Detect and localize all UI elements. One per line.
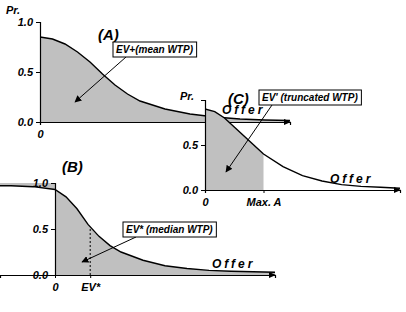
- curve: [40, 37, 290, 121]
- y-tick-mark: [51, 229, 55, 230]
- curve: [205, 109, 400, 188]
- x-tick-mark: [40, 122, 41, 125]
- shaded-area: [40, 37, 290, 122]
- x-axis-line: [41, 123, 291, 126]
- y-tick: 0.5: [33, 223, 55, 235]
- y-tick-mark: [36, 72, 40, 73]
- panel-title: (B): [62, 158, 83, 175]
- axis-arrow: [284, 119, 291, 125]
- annotation-box: [113, 42, 197, 57]
- y-tick-label: 0.5: [183, 139, 199, 151]
- annotation: EV' (truncated WTP): [226, 90, 361, 172]
- x-axis-line: [206, 191, 401, 194]
- x-axis: 0 EV*: [1, 275, 276, 293]
- x-tick-label: 0: [202, 196, 209, 208]
- x-axis: 0 Max. A: [202, 190, 400, 208]
- y-tick-mark: [36, 122, 40, 123]
- annotation: EV+(mean WTP): [75, 42, 197, 102]
- median-line: [90, 229, 91, 275]
- annotation-arrow: [75, 57, 126, 102]
- y-tick-label: 0.5: [33, 223, 49, 235]
- panel-title: (C): [228, 90, 249, 107]
- annotation-box: [123, 222, 216, 237]
- x-tick: 0: [52, 275, 59, 293]
- panel: 0.0 0.5 0 Max. A (C) Pr. Offer EV' (truncated W…: [180, 90, 401, 208]
- y-axis: 0.0 0.5 1.0: [18, 16, 41, 128]
- y-tick: 0.5: [183, 139, 205, 151]
- annotation-box: [259, 90, 361, 105]
- annotation-text: EV' (truncated WTP): [262, 92, 358, 103]
- y-axis: 0.0 0.5: [183, 101, 206, 197]
- shaded-area: [205, 109, 264, 190]
- y-tick-label: 0.5: [18, 66, 34, 78]
- y-tick-label: 1.0: [33, 177, 49, 189]
- x-tick-label: 0: [52, 281, 59, 293]
- panel: 0.00.51.00(A)Pr.OfferEV+(mean WTP): [6, 4, 291, 140]
- y-tick-label: 0.0: [183, 184, 199, 196]
- plot-area: [0, 183, 275, 275]
- x-tick: EV*: [81, 275, 101, 293]
- axis-arrow: [394, 187, 401, 193]
- x-axis-title: Offer: [212, 257, 255, 271]
- y-tick-mark: [201, 145, 205, 146]
- y-axis-title: Pr.: [6, 4, 20, 16]
- x-tick: 0: [202, 190, 209, 208]
- y-tick-label: 1.0: [18, 16, 34, 28]
- y-axis-line: [201, 101, 206, 191]
- annotation: EV* (median WTP): [82, 222, 216, 262]
- annotation-text: EV+(mean WTP): [116, 44, 194, 55]
- x-tick-mark: [90, 275, 91, 278]
- y-tick: 0.0: [18, 116, 40, 128]
- x-tick-mark: [205, 190, 206, 193]
- x-axis-line: [1, 276, 276, 279]
- y-tick-mark: [201, 190, 205, 191]
- y-tick-label: 0.0: [18, 116, 34, 128]
- y-axis-line: [51, 184, 56, 276]
- annotation-arrow: [226, 105, 272, 172]
- x-tick-label: EV*: [81, 281, 101, 293]
- y-tick: 0.0: [183, 184, 205, 196]
- annotation-arrow: [82, 237, 136, 262]
- y-tick-mark: [36, 22, 40, 23]
- x-tick: 0: [37, 122, 44, 140]
- y-tick: 0.5: [18, 66, 40, 78]
- x-axis: 0: [37, 122, 290, 140]
- x-tick: Max. A: [246, 190, 281, 208]
- y-tick-mark: [51, 183, 55, 184]
- y-tick: 1.0: [33, 177, 55, 189]
- x-tick-label: 0: [37, 128, 44, 140]
- x-axis-title: Offer: [330, 172, 373, 186]
- shaded-area: [0, 183, 55, 272]
- shaded-area: [55, 186, 275, 275]
- x-tick-mark: [55, 275, 56, 278]
- y-tick: 1.0: [18, 16, 40, 28]
- x-tick-mark: [264, 190, 265, 193]
- annotation-text: EV* (median WTP): [126, 224, 213, 235]
- plot-area: [205, 109, 400, 190]
- panel-title: (A): [98, 26, 119, 43]
- x-tick-label: Max. A: [246, 196, 281, 208]
- y-axis: 0.00.51.0: [33, 177, 56, 281]
- curve: [0, 186, 275, 272]
- chart-figure: 0.0 0.5 1.0 0 (A) Pr. Offer EV+(mean WTP) 0.0 0.5…: [0, 0, 406, 312]
- axis-arrow: [269, 272, 276, 278]
- y-axis-line: [36, 23, 41, 123]
- plot-area: [40, 37, 290, 122]
- y-axis-title: Pr.: [180, 90, 194, 102]
